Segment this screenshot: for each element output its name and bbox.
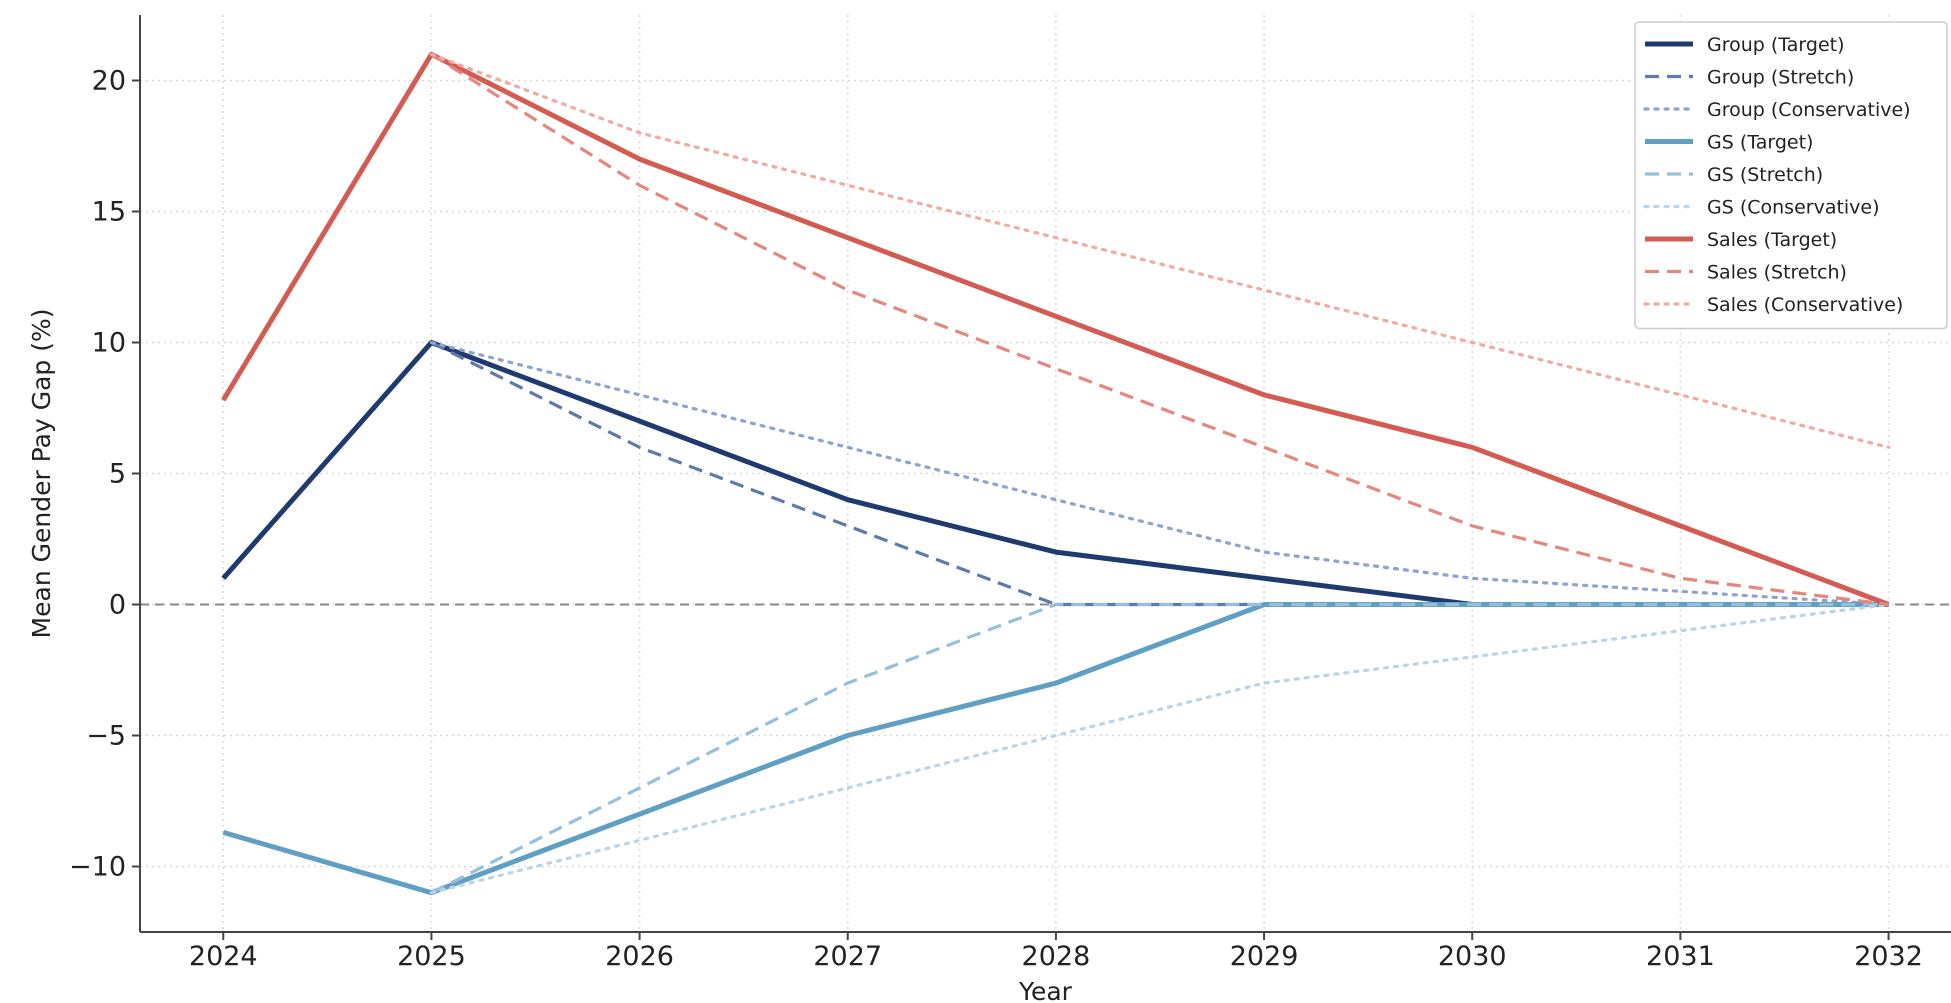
y-tick-label: 0 (109, 590, 126, 621)
series-line-sales-target (221, 51, 1890, 607)
tick-labels: 2024 2025 2026 2027 2028 2029 2030 2031 2032 20 15… (69, 66, 1923, 973)
series-line-sales-stretch (430, 52, 1889, 607)
x-tick-label: 2028 (1022, 941, 1091, 972)
y-tick-label: 15 (92, 197, 126, 228)
series-line-group-conservative (429, 340, 1891, 607)
legend-label: Sales (Stretch) (1707, 262, 1847, 284)
legend-label: Group (Stretch) (1707, 67, 1854, 89)
x-tick-label: 2026 (605, 941, 674, 972)
x-tick-label: 2024 (189, 941, 258, 972)
legend-box (1634, 21, 1948, 330)
x-tick-label: 2027 (813, 941, 882, 972)
series-layer (221, 51, 1891, 896)
y-tick-label: 10 (92, 328, 126, 359)
series-line-gs-conservative (429, 602, 1891, 895)
y-tick-label: −10 (69, 852, 126, 883)
series-line-sales-conservative (429, 52, 1891, 449)
x-tick-label: 2032 (1854, 941, 1923, 972)
legend-label: Sales (Conservative) (1707, 294, 1903, 316)
legend: Group (Target) Group (Stretch) Group (Cons… (1634, 21, 1948, 330)
legend-label: Group (Conservative) (1707, 99, 1911, 121)
x-tick-label: 2025 (397, 941, 466, 972)
legend-label: Group (Target) (1707, 34, 1845, 56)
y-tick-label: −5 (86, 721, 126, 752)
x-tick-label: 2030 (1438, 941, 1507, 972)
legend-label: GS (Conservative) (1707, 197, 1880, 219)
x-tick-label: 2029 (1230, 941, 1299, 972)
y-axis-label: Mean Gender Pay Gap (%) (27, 309, 56, 639)
legend-label: Sales (Target) (1707, 229, 1837, 251)
x-tick-label: 2031 (1646, 941, 1715, 972)
axes (132, 15, 1951, 940)
x-axis-label: Year (1018, 977, 1073, 1003)
legend-label: GS (Target) (1707, 132, 1813, 154)
series-line-gs-stretch (430, 602, 1889, 895)
y-tick-label: 5 (109, 459, 126, 490)
y-tick-label: 20 (92, 66, 126, 97)
legend-label: GS (Stretch) (1707, 164, 1823, 186)
